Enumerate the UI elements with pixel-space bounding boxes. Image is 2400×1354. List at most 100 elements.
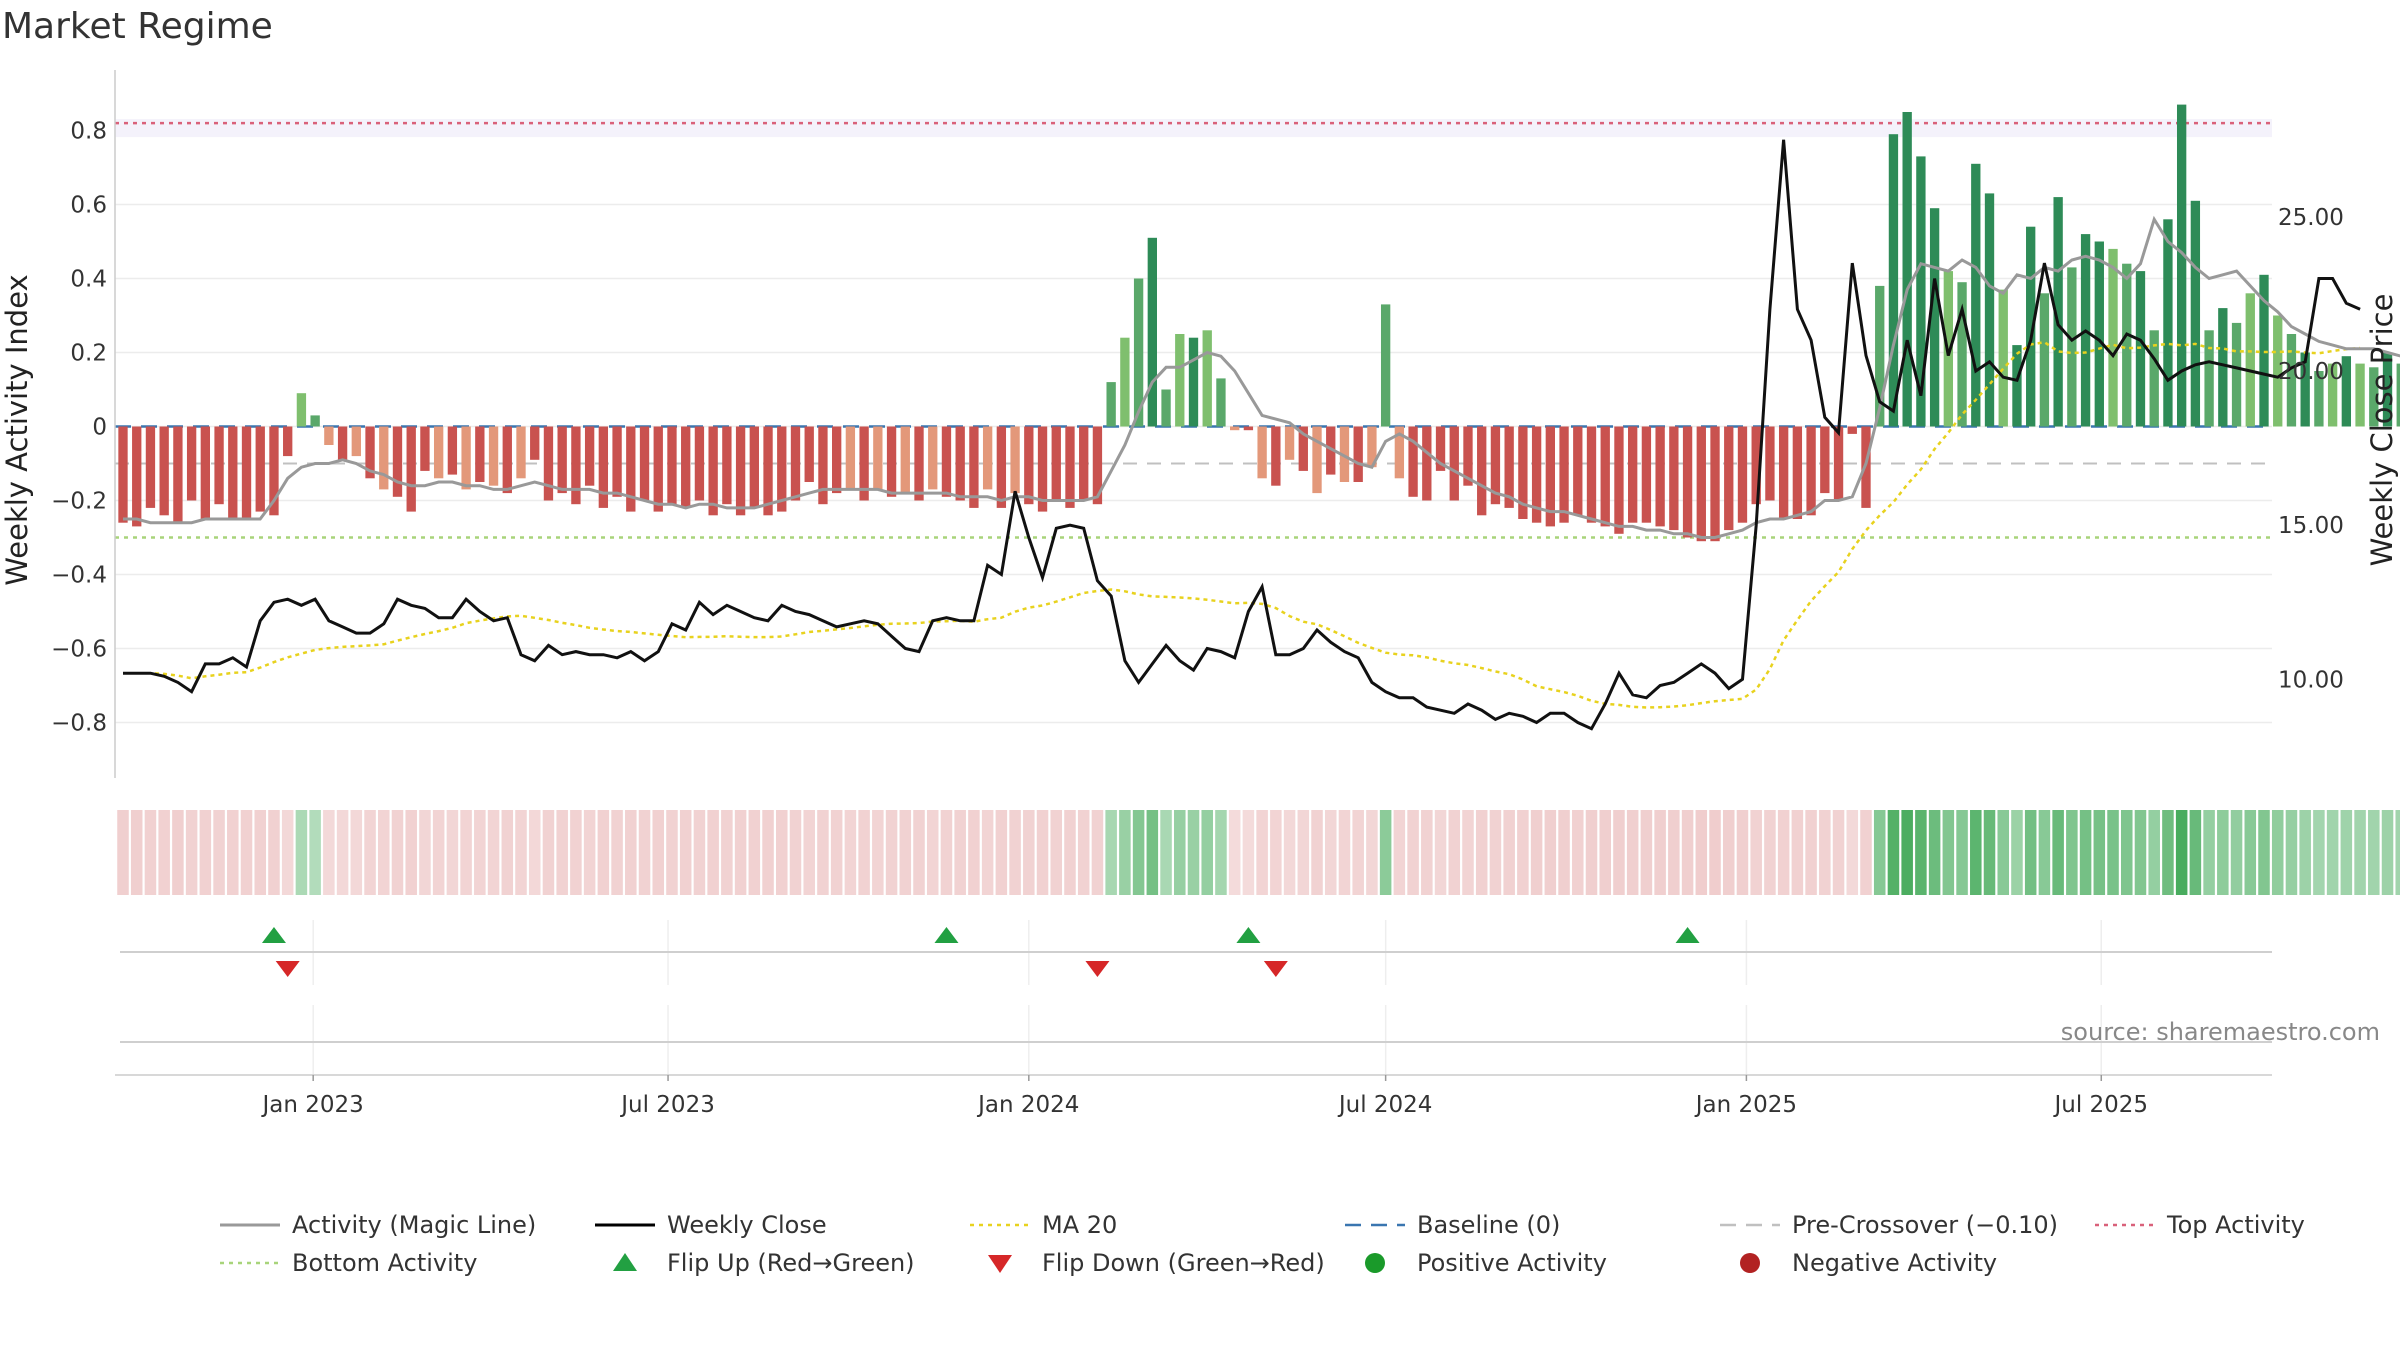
activity-bar [337,426,348,460]
regime-cell [158,810,170,895]
activity-bar [543,426,554,501]
regime-cell [2244,810,2257,895]
legend-swatch-triangle-up [613,1253,637,1271]
regime-cell [1036,810,1049,895]
regime-cell [2107,810,2119,895]
regime-cell [597,810,610,895]
regime-cell [1654,810,1666,895]
regime-cell [2313,810,2325,895]
regime-cell [652,810,665,895]
flip-markers-panel [120,920,2272,1075]
regime-cell [405,810,417,895]
activity-bar [1353,426,1363,482]
regime-cell [1201,810,1213,895]
regime-cell [2148,810,2160,895]
activity-bar [1394,426,1405,479]
legend-swatch-circle [1365,1253,1385,1273]
regime-cell [2230,810,2243,895]
regime-cell [1709,810,1721,895]
regime-cell [295,810,308,895]
activity-bars [118,104,2400,542]
activity-bar [1079,426,1089,501]
regime-cell [528,810,541,895]
regime-cell [1805,810,1817,895]
activity-bar [379,426,389,490]
activity-bar [1614,426,1624,534]
activity-bar [1765,426,1775,501]
activity-bar [708,426,718,516]
activity-bar [1682,426,1693,538]
activity-bar [1120,337,1130,427]
activity-bar [1655,426,1665,527]
regime-cell [940,810,953,895]
x-tick-label: Jan 2024 [976,1092,1079,1118]
activity-bar [969,426,979,508]
activity-bar [1216,378,1226,427]
activity-bar [2190,200,2201,427]
regime-cell [323,810,335,895]
activity-bar [2396,363,2400,427]
activity-bar [2149,330,2159,427]
regime-cell [1915,810,1927,895]
regime-cell [1187,810,1200,895]
activity-bar [516,426,526,479]
regime-cell [1338,810,1351,895]
source-note: source: sharemaestro.com [2061,1018,2380,1046]
y-tick-label: −0.2 [51,489,107,515]
legend-label: Negative Activity [1792,1249,1997,1277]
activity-bar [1628,426,1638,523]
regime-cell [1489,810,1502,895]
y-tick-label: 0.2 [70,341,107,367]
regime-cell [1311,810,1323,895]
chart-title: Market Regime [2,6,273,47]
activity-bar [1435,426,1446,471]
regime-cell [926,810,939,895]
regime-cell [1956,810,1968,895]
activity-bar [283,426,293,457]
activity-bar [1806,426,1816,516]
legend-item: Top Activity [2095,1211,2305,1239]
activity-bar [1175,334,1185,427]
regime-cell [1297,810,1310,895]
regime-cell [117,810,129,895]
legend-swatch-circle [1740,1253,1760,1273]
regime-cell [515,810,527,895]
legend-item: Baseline (0) [1345,1211,1560,1239]
y2-tick-label: 20.00 [2278,359,2344,385]
activity-bar [255,426,265,512]
regime-cell [1407,810,1419,895]
activity-bar [228,426,238,519]
activity-bar [447,426,458,475]
regime-cell [1270,810,1282,895]
activity-bar [584,426,595,486]
regime-strip [117,810,2400,895]
regime-cell [570,810,582,895]
regime-cell [1626,810,1639,895]
activity-bar [1257,426,1267,479]
series-lines [123,139,2400,731]
regime-cell [1860,810,1872,895]
regime-cell [1174,810,1186,895]
activity-bar [1518,426,1528,519]
legend-item: Pre-Crossover (−0.10) [1720,1211,2058,1239]
x-axis: Jan 2023 Jul 2023 Jan 2024 Jul 2024 Jan 2025… [115,1074,2272,1118]
regime-cell [254,810,267,895]
activity-bar [1998,289,2008,427]
y2-tick-label: 10.00 [2278,667,2344,693]
regime-cell [693,810,706,895]
activity-bar [681,426,691,508]
regime-cell [1585,810,1598,895]
regime-cell [1791,810,1804,895]
activity-bar [1339,426,1350,482]
legend-label: MA 20 [1042,1211,1117,1239]
activity-bar [1092,426,1103,505]
activity-bar [2067,267,2077,427]
regime-cell [734,810,747,895]
flip-down-marker [275,961,300,977]
activity-bar [310,415,320,427]
regime-cell [2217,810,2229,895]
regime-cell [185,810,198,895]
regime-cell [1064,810,1076,895]
flip-up-marker [1675,927,1700,943]
regime-cell [1256,810,1268,895]
